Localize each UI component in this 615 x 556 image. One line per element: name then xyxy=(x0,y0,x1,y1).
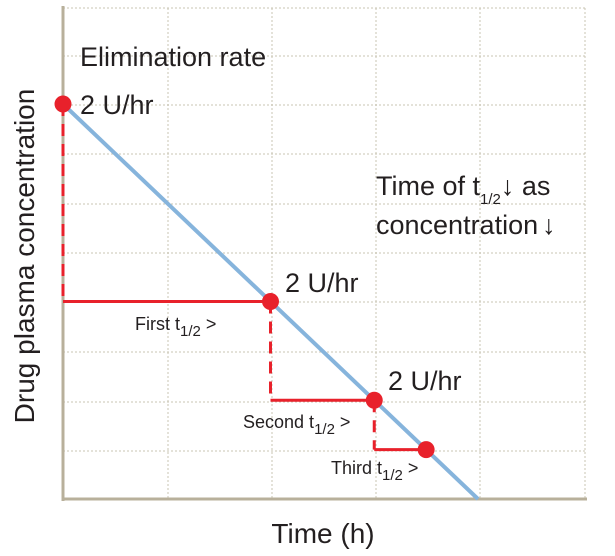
step-label-first: First t1/2 > xyxy=(135,314,216,340)
grid-lines xyxy=(63,7,586,499)
step-label-third: Third t1/2 > xyxy=(331,458,418,484)
down-arrow-icon: ↓ xyxy=(501,171,515,201)
rate-marker-1 xyxy=(54,95,72,113)
elimination-rate-title: Elimination rate xyxy=(80,42,266,72)
rate-marker-3 xyxy=(365,391,383,409)
chart-labels: Elimination rate 2 U/hr 2 U/hr 2 U/hr Ti… xyxy=(9,42,556,549)
rate-label-3: 2 U/hr xyxy=(388,366,462,396)
half-life-note-line2: concentration ↓ xyxy=(376,210,556,240)
rate-marker-4 xyxy=(417,441,435,459)
half-life-note-line1: Time of t1/2↓ as xyxy=(376,171,550,208)
step-label-second: Second t1/2 > xyxy=(243,412,350,438)
x-axis-title: Time (h) xyxy=(271,518,374,549)
rate-markers xyxy=(54,95,435,459)
y-axis-title: Drug plasma concentration xyxy=(9,89,40,424)
rate-label-1: 2 U/hr xyxy=(80,90,154,120)
rate-label-2: 2 U/hr xyxy=(285,268,359,298)
rate-marker-2 xyxy=(262,293,279,310)
down-arrow-icon: ↓ xyxy=(542,210,556,240)
